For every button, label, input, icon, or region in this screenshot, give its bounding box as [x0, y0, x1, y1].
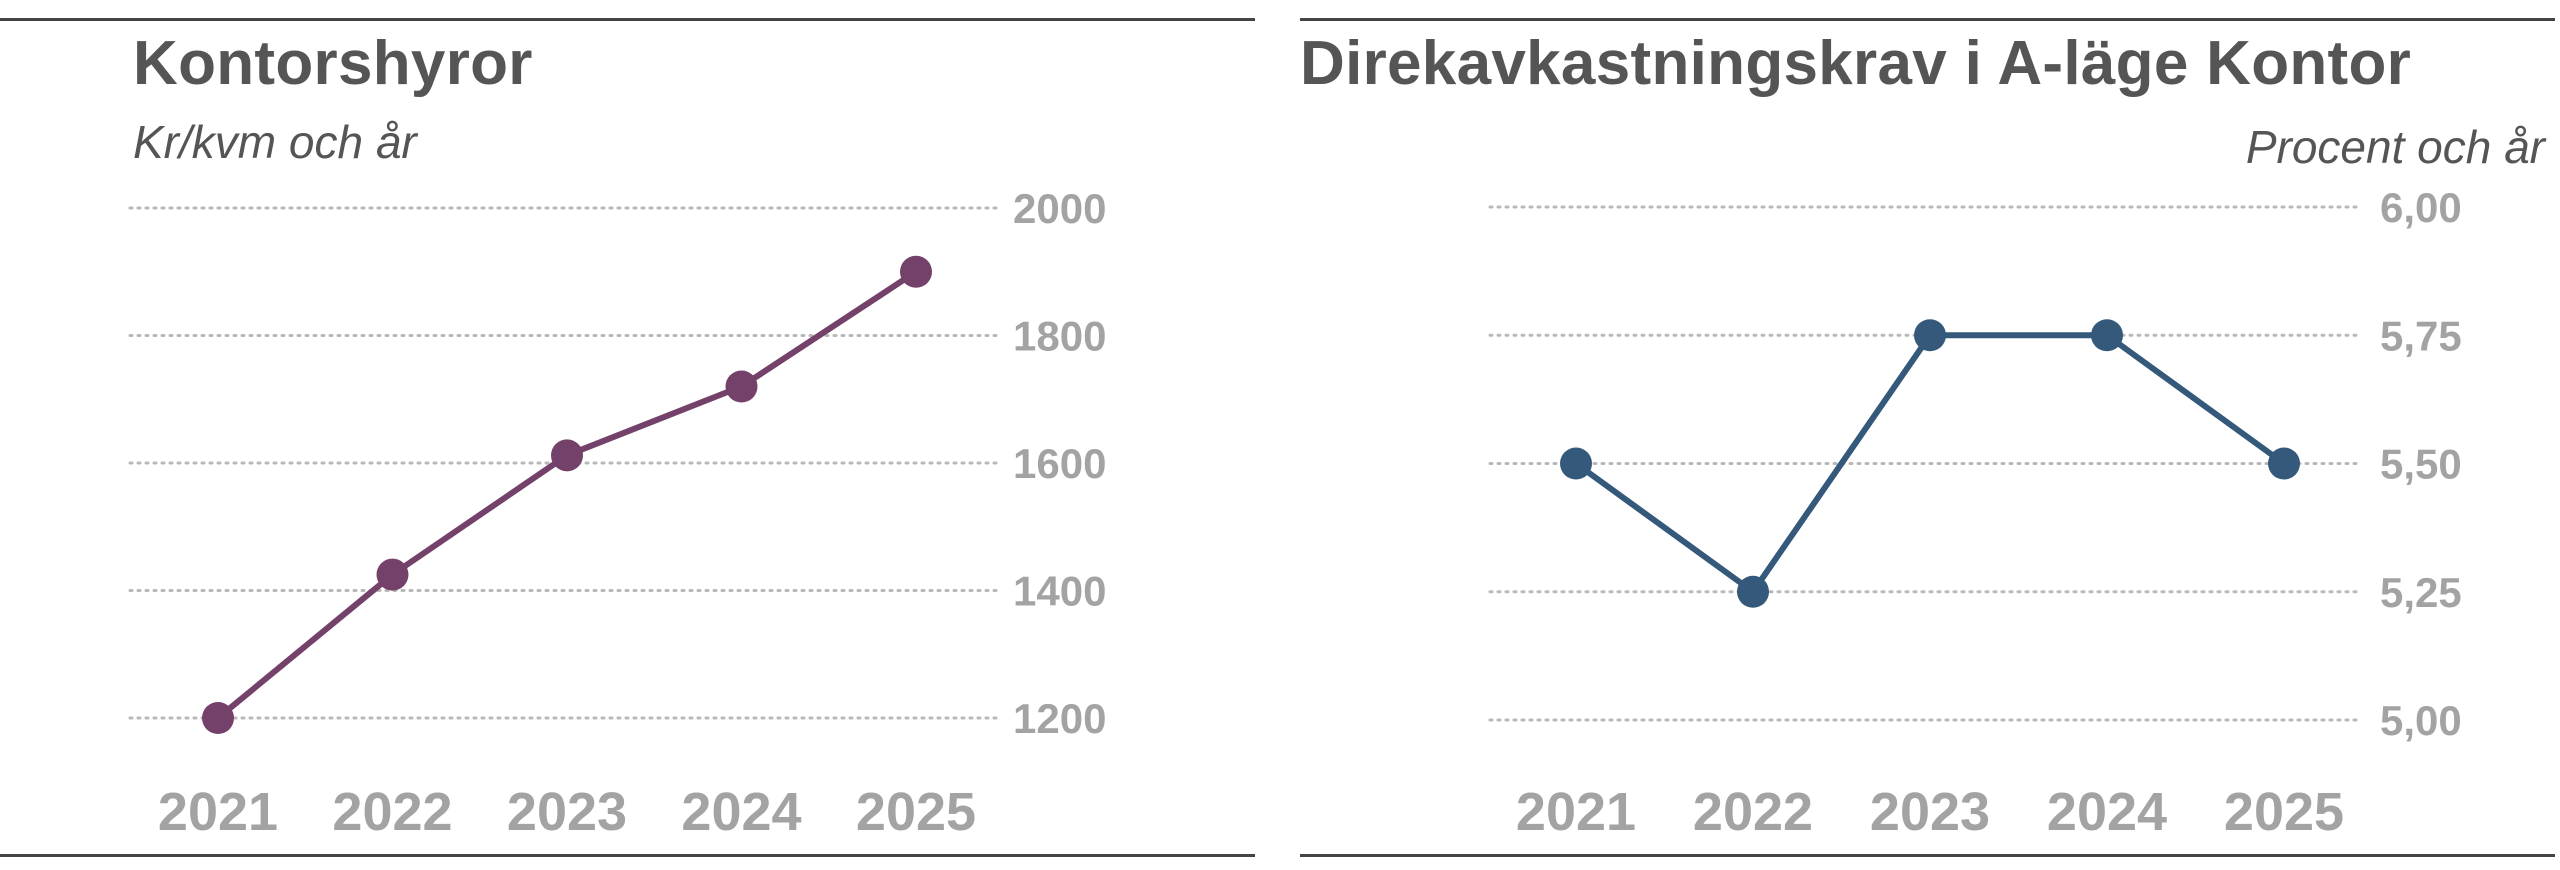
- x-tick-label: 2023: [1870, 782, 1990, 842]
- bottom-rule: [1300, 854, 2555, 857]
- data-point: [2268, 447, 2300, 480]
- y-tick-label: 1800: [1013, 313, 1106, 360]
- y-tick-label: 2000: [1013, 185, 1106, 232]
- x-tick-label: 2024: [681, 782, 801, 842]
- data-point: [376, 558, 409, 591]
- series-line: [216, 269, 918, 721]
- chart-panel-kontorshyror: Kontorshyror Kr/kvm och år 1200 1400 1600 1…: [0, 0, 1255, 870]
- data-point: [725, 370, 758, 403]
- data-point: [1560, 447, 1592, 480]
- chart-subtitle: Procent och år: [2245, 121, 2545, 173]
- data-point: [900, 255, 932, 288]
- chart-title: Direkavkastningskrav i A-läge Kontor: [1300, 29, 2412, 98]
- x-tick-label: 2023: [507, 782, 627, 842]
- line-chart-kontorshyror: 1200 1400 1600 1800 2000 2021 2022 2023 2024 2025: [128, 185, 1106, 842]
- y-tick-label: 1600: [1013, 440, 1106, 487]
- x-tick-label: 2021: [158, 782, 278, 842]
- y-tick-label: 5,25: [2380, 569, 2462, 616]
- x-tick-label: 2025: [2224, 782, 2344, 842]
- x-tick-label: 2022: [332, 782, 452, 842]
- y-tick-label: 5,75: [2380, 312, 2462, 359]
- data-point: [1914, 319, 1946, 352]
- data-point: [2091, 319, 2123, 352]
- top-rule: [1300, 18, 2555, 21]
- y-tick-label: 5,50: [2380, 441, 2462, 488]
- x-tick-label: 2022: [1693, 782, 1813, 842]
- y-tick-label: 1200: [1013, 695, 1106, 742]
- data-point: [551, 439, 583, 472]
- x-tick-label: 2024: [2047, 782, 2167, 842]
- y-tick-label: 5,00: [2380, 697, 2462, 744]
- data-point: [1737, 575, 1769, 608]
- top-rule: [0, 18, 1255, 21]
- y-tick-label: 6,00: [2380, 184, 2462, 231]
- line-chart-direktavkastning: 5,00 5,25 5,50 5,75 6,00 2021 2022 2023 2024 2025: [1488, 184, 2462, 842]
- chart-title: Kontorshyror: [133, 29, 533, 98]
- chart-subtitle: Kr/kvm och år: [133, 116, 417, 168]
- x-tick-label: 2025: [856, 782, 976, 842]
- bottom-rule: [0, 854, 1255, 857]
- data-point: [202, 702, 234, 734]
- x-tick-label: 2021: [1516, 782, 1636, 842]
- y-tick-label: 1400: [1013, 568, 1106, 615]
- chart-panel-direktavkastning: Direkavkastningskrav i A-läge Kontor Pro…: [1300, 0, 2555, 870]
